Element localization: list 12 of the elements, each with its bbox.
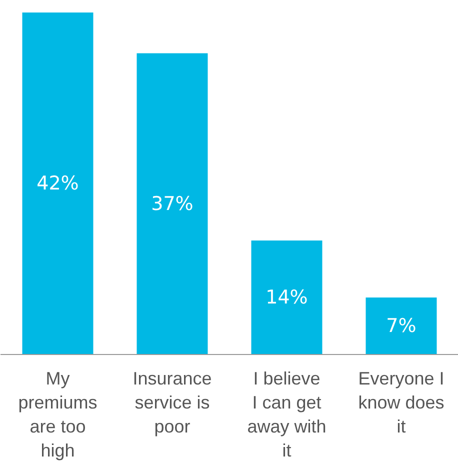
data-label: 42% [36,172,79,194]
data-label: 37% [151,192,194,215]
x-tick-label: Everyone I know does it [358,368,444,436]
x-tick-label: Insurance service is poor [132,368,212,436]
x-tick-label: I believe I can get away with it [247,368,326,460]
x-tick-label: My premiums are too high [18,368,98,460]
bar [366,298,437,354]
bar [22,12,94,354]
data-label: 7% [386,315,416,337]
bar [251,240,322,354]
bar [136,53,208,354]
data-label: 14% [266,286,308,308]
